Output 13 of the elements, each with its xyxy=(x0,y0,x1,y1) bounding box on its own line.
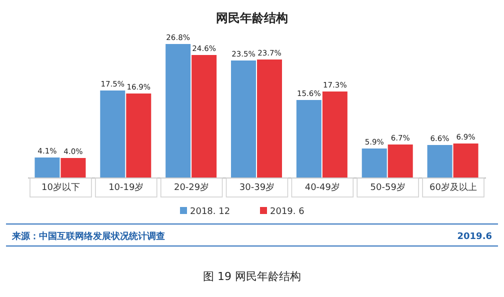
x-tick-label: 50-59岁 xyxy=(370,182,406,193)
legend-label: 2018. 12 xyxy=(190,207,230,217)
legend-label: 2019. 6 xyxy=(270,207,305,217)
text: 2019.6 xyxy=(457,232,492,242)
x-tick-label: 10岁以下 xyxy=(41,182,80,193)
x-tick-label: 10-19岁 xyxy=(108,182,144,193)
chart-title: 网民年龄结构 xyxy=(216,11,288,25)
x-tick-label: 40-49岁 xyxy=(304,182,340,193)
x-tick-label: 60岁及以上 xyxy=(430,182,478,193)
source-note: 来源：中国互联网络发展状况统计调查 xyxy=(11,231,165,242)
x-tick-label: 30-39岁 xyxy=(239,182,275,193)
caption: 图 19 网民年龄结构 xyxy=(203,270,301,283)
x-tick-label: 20-29岁 xyxy=(174,182,210,193)
